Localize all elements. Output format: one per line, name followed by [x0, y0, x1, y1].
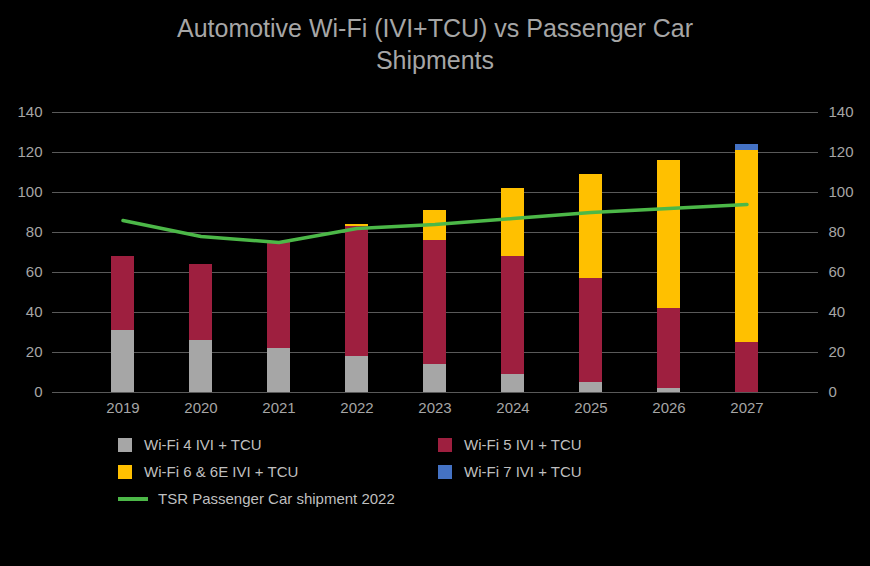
html-text:Wi-Fi 6 & 6E IVI + TCU: Wi-Fi 6 & 6E IVI + TCU: [144, 463, 299, 480]
svg-text:120: 120: [829, 143, 854, 160]
svg-text:2022: 2022: [340, 399, 373, 416]
svg-text:100: 100: [17, 183, 42, 200]
html-text:Automotive Wi-Fi (IVI+TCU) vs: Automotive Wi-Fi (IVI+TCU) vs Passenger …: [177, 14, 693, 74]
svg-text:100: 100: [829, 183, 854, 200]
svg-text:20: 20: [829, 343, 846, 360]
svg-text:2021: 2021: [262, 399, 295, 416]
svg-text:80: 80: [829, 223, 846, 240]
svg-text:2025: 2025: [574, 399, 607, 416]
svg-text:2019: 2019: [106, 399, 139, 416]
svg-text:140: 140: [829, 103, 854, 120]
svg-text:2024: 2024: [496, 399, 529, 416]
html-text:Wi-Fi 7 IVI + TCU: Wi-Fi 7 IVI + TCU: [464, 463, 582, 480]
svg-text:40: 40: [26, 303, 43, 320]
svg-text:80: 80: [26, 223, 43, 240]
svg-text:20: 20: [26, 343, 43, 360]
svg-text:2023: 2023: [418, 399, 451, 416]
svg-text:2020: 2020: [184, 399, 217, 416]
svg-text:40: 40: [829, 303, 846, 320]
html-text:Wi-Fi 5 IVI + TCU: Wi-Fi 5 IVI + TCU: [464, 436, 582, 453]
svg-text:60: 60: [829, 263, 846, 280]
svg-text:0: 0: [34, 383, 42, 400]
svg-text:120: 120: [17, 143, 42, 160]
svg-text:2026: 2026: [652, 399, 685, 416]
html-text:TSR Passenger Car shipment 202: TSR Passenger Car shipment 2022: [158, 490, 395, 507]
html-text:Wi-Fi 4 IVI + TCU: Wi-Fi 4 IVI + TCU: [144, 436, 262, 453]
svg-text:60: 60: [26, 263, 43, 280]
svg-text:140: 140: [17, 103, 42, 120]
svg-text:2027: 2027: [730, 399, 763, 416]
svg-text:0: 0: [829, 383, 837, 400]
